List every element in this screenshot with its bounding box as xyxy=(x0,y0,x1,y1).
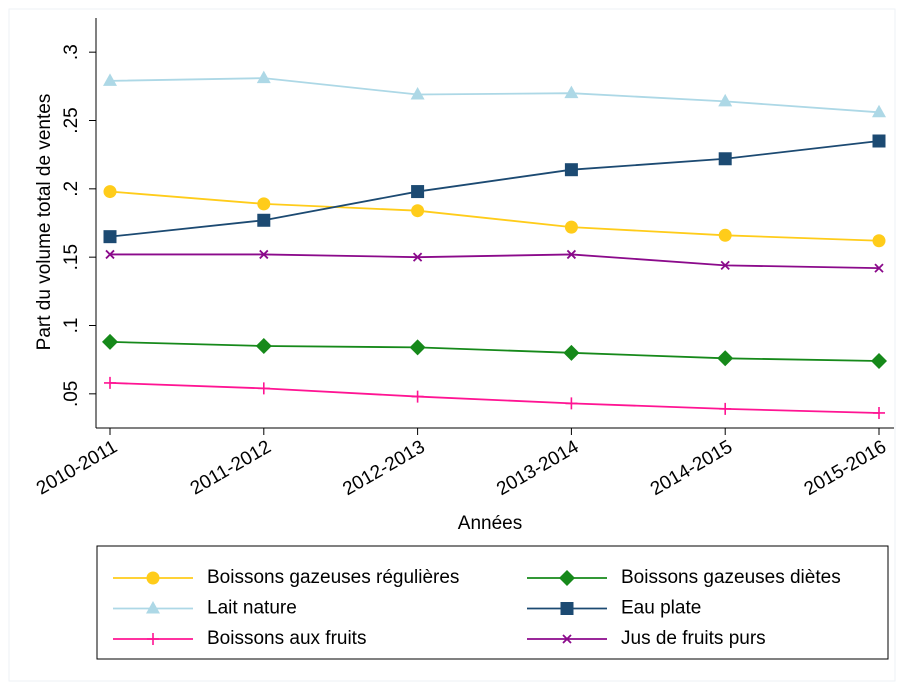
legend-marker xyxy=(146,601,160,614)
legend-label: Boissons gazeuses régulières xyxy=(207,567,459,588)
data-point xyxy=(257,197,271,211)
legend-marker xyxy=(562,634,572,644)
data-point xyxy=(565,397,578,410)
data-point xyxy=(718,152,732,166)
legend-label: Boissons gazeuses diètes xyxy=(621,567,841,588)
data-point xyxy=(718,93,733,107)
data-point xyxy=(256,70,271,84)
data-point xyxy=(257,382,270,395)
legend-marker xyxy=(560,602,574,615)
y-axis-title: Part du volume total de ventes xyxy=(34,94,55,351)
series-line xyxy=(109,190,880,242)
y-tick-label: .15 xyxy=(61,244,82,270)
data-point xyxy=(103,185,117,199)
legend-marker xyxy=(559,570,575,586)
legend-label: Eau plate xyxy=(621,598,701,619)
data-point xyxy=(871,353,887,370)
data-point xyxy=(410,87,425,100)
data-point xyxy=(409,339,426,356)
legend xyxy=(96,545,889,660)
data-point xyxy=(563,344,580,361)
data-point xyxy=(564,163,578,177)
data-point xyxy=(102,333,118,350)
legend-label: Boissons aux fruits xyxy=(207,628,366,649)
data-point xyxy=(255,338,272,354)
data-point xyxy=(411,390,424,403)
y-tick-label: .2 xyxy=(61,181,82,197)
data-point xyxy=(873,406,885,419)
data-point xyxy=(257,213,271,227)
data-point xyxy=(717,350,734,367)
data-point xyxy=(720,260,730,271)
legend-marker xyxy=(146,571,160,585)
data-point xyxy=(103,230,117,244)
legend-label: Jus de fruits purs xyxy=(621,628,766,649)
legend-label: Lait nature xyxy=(207,598,297,619)
series-line xyxy=(110,253,880,269)
data-point xyxy=(259,249,269,260)
y-tick-label: .1 xyxy=(61,318,82,334)
data-point xyxy=(411,185,425,199)
legend-marker xyxy=(147,633,159,645)
y-tick-label: .25 xyxy=(61,107,82,133)
data-point xyxy=(411,204,425,218)
data-point xyxy=(105,249,115,260)
data-point xyxy=(719,402,732,415)
data-point xyxy=(872,104,886,118)
data-point xyxy=(564,220,578,234)
data-point xyxy=(872,234,886,248)
y-tick-label: .05 xyxy=(61,381,82,407)
data-point xyxy=(872,134,886,148)
data-point xyxy=(566,249,577,260)
series-line xyxy=(109,140,880,238)
series-line xyxy=(109,77,880,114)
y-tick-label: .3 xyxy=(61,44,82,60)
data-point xyxy=(718,228,732,242)
data-point xyxy=(103,73,117,86)
series-line xyxy=(109,382,880,414)
data-point xyxy=(412,252,423,262)
x-axis-title: Années xyxy=(458,513,522,534)
data-point xyxy=(874,263,884,273)
series-line xyxy=(109,341,880,362)
data-point xyxy=(564,85,579,99)
data-point xyxy=(104,376,116,389)
